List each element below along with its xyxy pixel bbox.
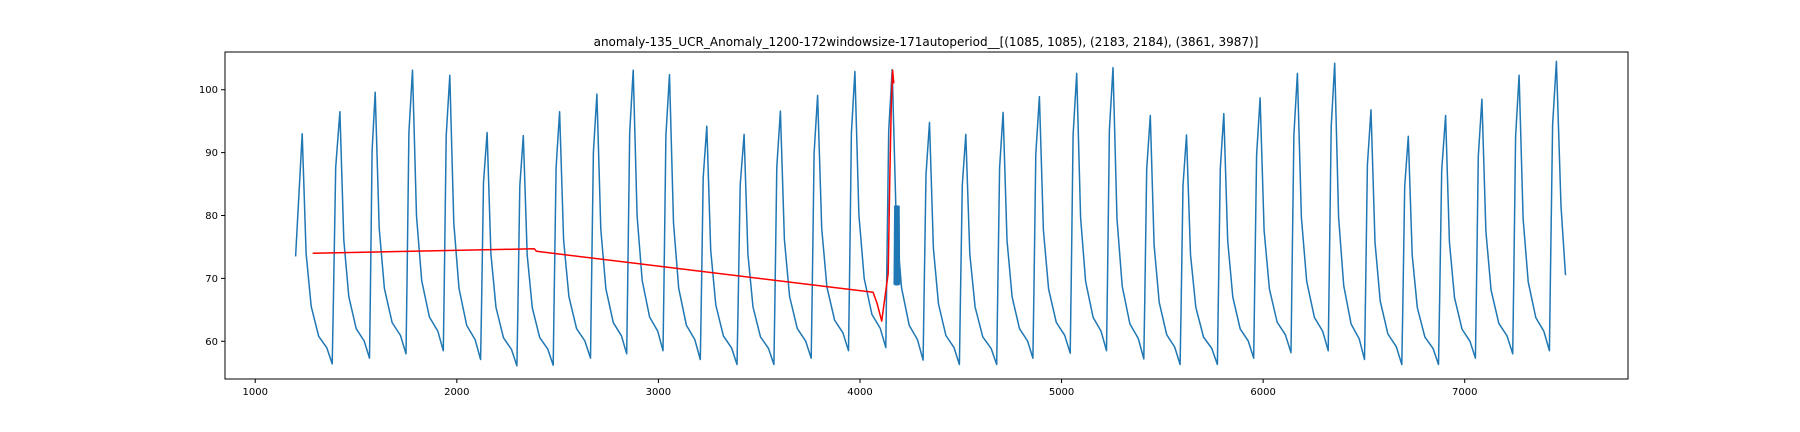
x-tick-label: 4000 <box>847 387 872 398</box>
y-tick-label: 90 <box>205 148 218 159</box>
x-tick-label: 2000 <box>444 387 469 398</box>
x-axis: 1000 2000 3000 4000 5000 6000 7000 <box>243 379 1477 398</box>
plot-area <box>294 60 1567 367</box>
x-tick-label: 6000 <box>1250 387 1275 398</box>
y-tick-label: 70 <box>205 274 218 285</box>
y-tick-label: 100 <box>199 85 218 96</box>
x-tick-label: 3000 <box>646 387 671 398</box>
series-anomaly-line <box>312 69 895 322</box>
y-tick-label: 60 <box>205 337 218 348</box>
y-tick-label: 80 <box>205 211 218 222</box>
y-axis: 60 70 80 90 100 <box>199 85 225 348</box>
x-tick-label: 1000 <box>243 387 268 398</box>
x-tick-label: 5000 <box>1049 387 1074 398</box>
x-tick-label: 7000 <box>1452 387 1477 398</box>
plot-frame <box>224 51 1629 380</box>
series-signal-line <box>294 60 1567 367</box>
chart-title: anomaly-135_UCR_Anomaly_1200-172windowsi… <box>594 35 1259 49</box>
